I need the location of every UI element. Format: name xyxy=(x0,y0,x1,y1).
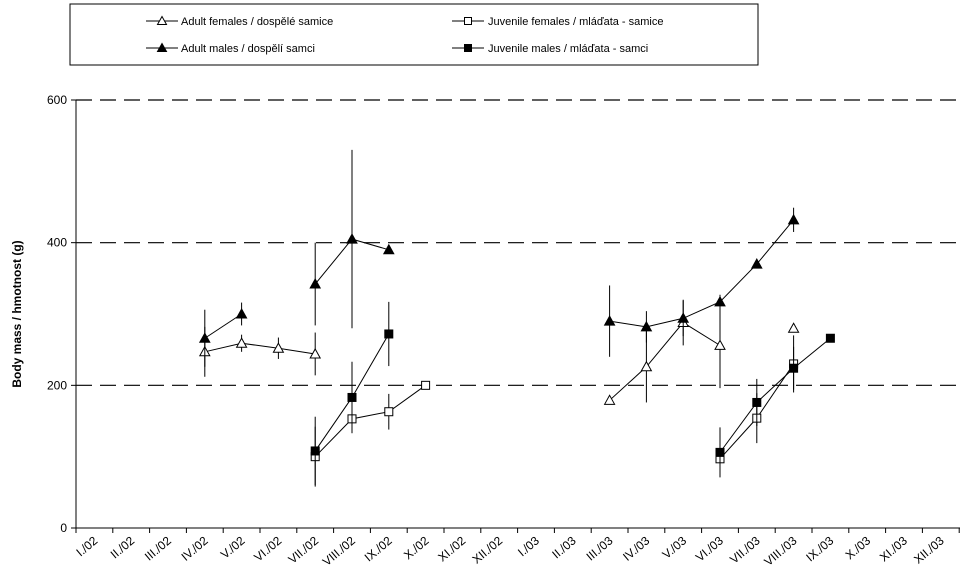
x-tick-label: VI./03 xyxy=(693,533,726,564)
series-line xyxy=(314,384,426,458)
series-line xyxy=(719,337,831,453)
x-tick-label: XII./03 xyxy=(911,533,947,566)
data-point xyxy=(310,446,320,456)
legend-marker-juvenile-females xyxy=(464,17,472,25)
data-point xyxy=(750,258,763,269)
data-point xyxy=(603,315,616,326)
data-point xyxy=(714,295,726,307)
legend: Adult females / dospělé samice Juvenile … xyxy=(69,3,759,66)
legend-entry-adult-males: Adult males / dospělí samci xyxy=(146,42,315,55)
legend-label-juvenile-females: Juvenile females / mláďata - samice xyxy=(488,16,664,28)
x-tick-label: X./02 xyxy=(401,533,432,562)
x-tick-label: II./02 xyxy=(108,533,138,561)
legend-marker-adult-females xyxy=(156,15,168,25)
data-point xyxy=(640,360,653,372)
series-layer xyxy=(198,149,835,487)
data-point xyxy=(272,342,285,353)
series-line xyxy=(609,321,721,401)
x-ticks: I./02 II./02 III./02 IV./02 V./02 VI./02 VII./… xyxy=(73,528,960,569)
data-point xyxy=(347,392,357,402)
series-line xyxy=(204,313,242,339)
data-point xyxy=(603,394,616,405)
x-tick-label: XII./02 xyxy=(470,533,506,566)
data-point xyxy=(715,447,725,457)
data-point xyxy=(640,320,653,332)
legend-entry-juvenile-females: Juvenile females / mláďata - samice xyxy=(452,16,664,28)
x-tick-label: V./02 xyxy=(218,533,248,561)
x-tick-label: IX./03 xyxy=(803,533,836,564)
y-ticks: 0 200 400 600 xyxy=(47,93,76,535)
data-point xyxy=(198,332,211,343)
series-2 xyxy=(310,335,799,487)
data-point xyxy=(235,337,248,348)
series-3 xyxy=(310,301,835,486)
axes xyxy=(75,100,960,529)
y-axis-title: Body mass / hmotnost (g) xyxy=(10,240,24,387)
x-tick-label: VIII./03 xyxy=(761,533,799,568)
x-tick-label: III./02 xyxy=(142,533,174,563)
data-point xyxy=(346,233,358,244)
gridlines xyxy=(76,99,960,386)
y-tick-label: 600 xyxy=(47,93,67,107)
x-tick-label: VIII./02 xyxy=(320,533,358,568)
data-point xyxy=(309,347,322,359)
data-point xyxy=(421,380,431,390)
x-tick-label: XI./02 xyxy=(435,533,468,564)
legend-marker-adult-males xyxy=(156,42,168,52)
y-tick-label: 0 xyxy=(60,521,67,535)
data-point xyxy=(382,243,395,255)
data-point xyxy=(384,329,394,339)
data-point xyxy=(384,407,394,417)
legend-label-juvenile-males: Juvenile males / mláďata - samci xyxy=(488,43,648,55)
data-point xyxy=(752,397,762,407)
x-tick-label: XI./03 xyxy=(877,533,910,564)
x-tick-label: VII./02 xyxy=(286,533,322,566)
series-0 xyxy=(198,299,800,405)
data-point xyxy=(235,307,248,319)
data-point xyxy=(787,322,800,333)
legend-box xyxy=(69,3,759,66)
legend-label-adult-males: Adult males / dospělí samci xyxy=(181,43,315,55)
data-point xyxy=(714,339,726,350)
legend-marker-juvenile-males xyxy=(464,44,472,52)
x-tick-label: II./03 xyxy=(549,533,579,561)
y-tick-label: 200 xyxy=(47,378,67,392)
x-tick-label: X./03 xyxy=(843,533,874,562)
series-1 xyxy=(198,149,800,367)
x-tick-label: V./03 xyxy=(660,533,690,561)
x-tick-label: IX./02 xyxy=(362,533,395,564)
legend-label-adult-females: Adult females / dospělé samice xyxy=(181,16,333,28)
x-tick-label: VI./02 xyxy=(251,533,284,564)
series-line xyxy=(609,219,794,328)
y-tick-label: 400 xyxy=(47,236,67,250)
x-tick-label: I./03 xyxy=(515,533,542,559)
series-line xyxy=(204,342,316,355)
x-tick-label: VII./03 xyxy=(727,533,763,566)
data-point xyxy=(825,333,835,343)
legend-entry-adult-females: Adult females / dospělé samice xyxy=(146,15,333,28)
data-point xyxy=(309,278,322,289)
data-point xyxy=(787,213,800,225)
legend-entry-juvenile-males: Juvenile males / mláďata - samci xyxy=(452,43,648,55)
data-point xyxy=(789,363,799,373)
data-point xyxy=(677,312,690,323)
x-tick-label: IV./02 xyxy=(179,533,211,563)
x-tick-label: IV./03 xyxy=(620,533,652,563)
x-tick-label: III./03 xyxy=(584,533,616,563)
x-tick-label: I./02 xyxy=(73,533,100,559)
